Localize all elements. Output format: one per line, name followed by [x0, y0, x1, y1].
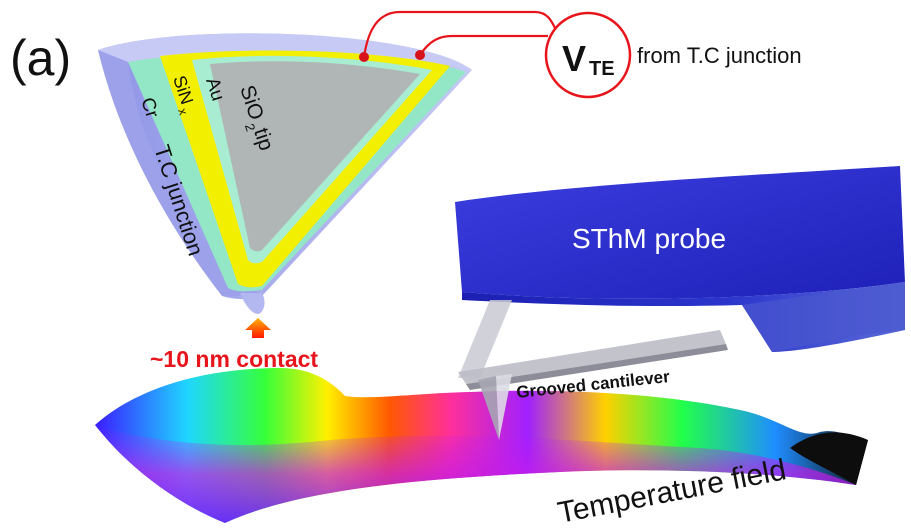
voltmeter-v: V: [562, 38, 586, 79]
grooved-cantilever: [458, 300, 728, 440]
temperature-field-surface: [95, 368, 868, 523]
voltmeter-symbol: V TE: [544, 11, 632, 99]
junction-dot-left: [359, 52, 369, 62]
contact-label: ~10 nm contact: [150, 346, 318, 372]
panel-label: (a): [10, 30, 71, 86]
sthm-probe-body: [455, 166, 905, 352]
svg-text:x: x: [175, 107, 190, 117]
svg-text:2: 2: [242, 122, 259, 134]
junction-dot-right: [415, 50, 425, 60]
voltmeter-caption: from T.C junction: [637, 43, 802, 68]
contact-arrow-icon: [245, 318, 271, 338]
probe-label: SThM probe: [572, 223, 726, 254]
tip-cross-section: [98, 33, 472, 314]
voltmeter-subscript: TE: [589, 58, 615, 80]
thermocouple-wires: [362, 10, 557, 58]
